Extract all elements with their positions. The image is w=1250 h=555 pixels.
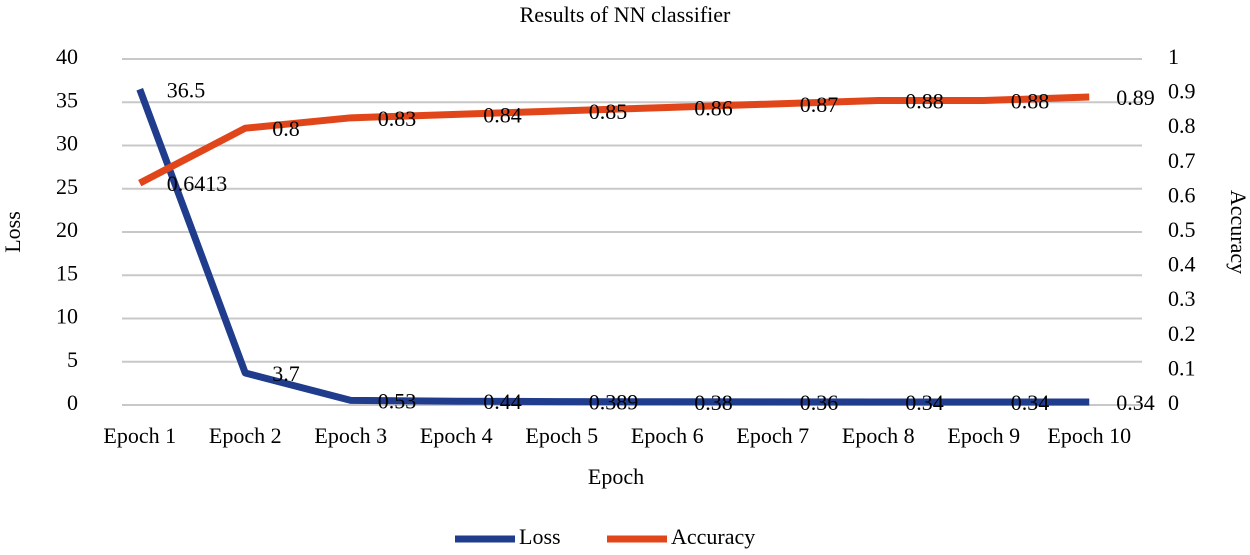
x-tick-label: Epoch 1 [103, 423, 176, 448]
y-tick-label: 15 [56, 260, 78, 285]
y2-tick-label: 0.1 [1168, 355, 1196, 380]
y2-tick-label: 0.2 [1168, 321, 1196, 346]
data-label: 0.34 [905, 390, 944, 415]
x-tick-label: Epoch 6 [631, 423, 704, 448]
y-tick-label: 25 [56, 174, 78, 199]
y-tick-label: 40 [56, 44, 78, 69]
y2-tick-label: 0 [1168, 390, 1179, 415]
data-label: 0.34 [1011, 390, 1050, 415]
data-label: 0.88 [905, 89, 944, 114]
data-label: 0.87 [800, 92, 839, 117]
y-tick-label: 0 [67, 390, 78, 415]
line-series [136, 88, 1090, 406]
x-tick-label: Epoch 4 [420, 423, 493, 448]
data-label: 3.7 [272, 361, 300, 386]
y2-tick-label: 0.5 [1168, 217, 1196, 242]
x-tick-label: Epoch 10 [1047, 423, 1131, 448]
data-label: 0.6413 [167, 171, 228, 196]
y2-tick-label: 0.4 [1168, 252, 1196, 277]
x-axis-label: Epoch [588, 464, 644, 489]
data-label: 0.389 [589, 390, 639, 415]
x-tick-label: Epoch 2 [209, 423, 282, 448]
y-tick-label: 5 [67, 347, 78, 372]
data-label: 0.34 [1116, 390, 1155, 415]
y2-tick-label: 1 [1168, 44, 1179, 69]
x-tick-label: Epoch 9 [947, 423, 1020, 448]
y-tick-label: 20 [56, 217, 78, 242]
y-axis-label: Loss [0, 211, 25, 253]
legend-label: Loss [519, 524, 561, 549]
y2-tick-label: 0.7 [1168, 148, 1196, 173]
y2-tick-label: 0.6 [1168, 182, 1196, 207]
data-label: 0.44 [483, 389, 522, 414]
data-label: 0.88 [1011, 89, 1050, 114]
data-label: 0.85 [589, 99, 628, 124]
legend-label: Accuracy [671, 524, 755, 549]
y2-tick-label: 0.9 [1168, 79, 1196, 104]
x-tick-label: Epoch 7 [736, 423, 809, 448]
data-label: 0.83 [378, 106, 417, 131]
y-tick-label: 35 [56, 87, 78, 112]
data-label: 0.8 [272, 116, 300, 141]
chart-title: Results of NN classifier [520, 2, 731, 27]
y2-tick-label: 0.8 [1168, 113, 1196, 138]
data-label: 0.38 [694, 390, 733, 415]
x-tick-label: Epoch 8 [842, 423, 915, 448]
data-label: 0.89 [1116, 85, 1155, 110]
data-label: 0.84 [483, 102, 522, 127]
data-label: 0.36 [800, 390, 839, 415]
y-tick-label: 30 [56, 131, 78, 156]
x-tick-label: Epoch 5 [525, 423, 598, 448]
y-tick-label: 10 [56, 304, 78, 329]
x-tick-label: Epoch 3 [314, 423, 387, 448]
y2-axis-label: Accuracy [1226, 190, 1250, 274]
data-label: 0.86 [694, 95, 733, 120]
line-series [138, 93, 1090, 187]
data-label: 0.53 [378, 388, 417, 413]
data-label: 36.5 [167, 77, 206, 102]
y2-tick-label: 0.3 [1168, 286, 1196, 311]
